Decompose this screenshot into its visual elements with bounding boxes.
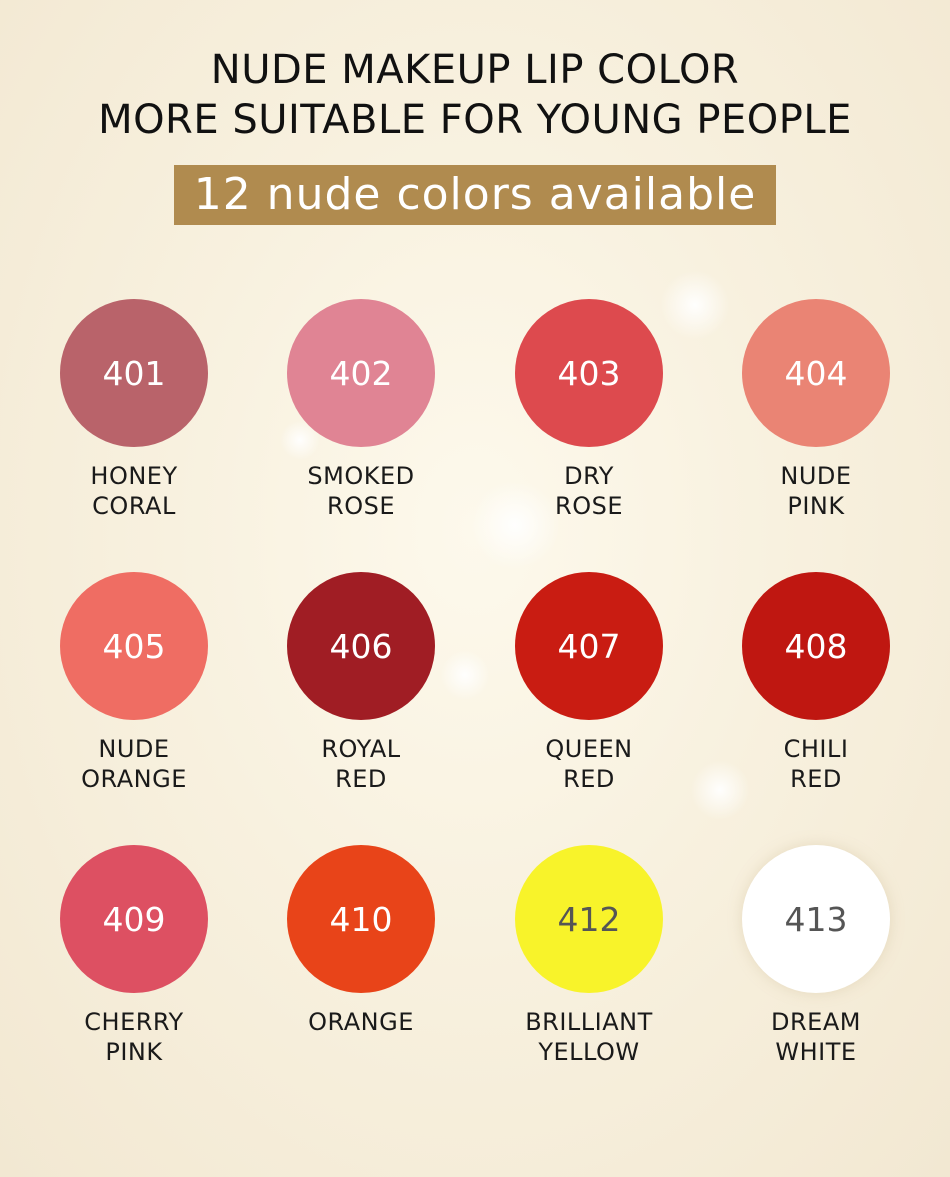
color-circle: 408 xyxy=(742,572,890,720)
color-circle: 407 xyxy=(515,572,663,720)
color-name-line-2: RED xyxy=(563,765,615,793)
color-name-line-2: ROSE xyxy=(555,492,623,520)
color-name: BRILLIANT YELLOW xyxy=(474,1007,704,1067)
color-circle: 403 xyxy=(515,299,663,447)
color-name: NUDE PINK xyxy=(701,461,931,521)
color-name-line-1: NUDE xyxy=(780,462,852,490)
color-name-line-1: DRY xyxy=(564,462,614,490)
color-name: SMOKED ROSE xyxy=(246,461,476,521)
headline-line-2: MORE SUITABLE FOR YOUNG PEOPLE xyxy=(98,97,852,143)
color-name-line-1: QUEEN xyxy=(545,735,633,763)
color-circle: 401 xyxy=(60,299,208,447)
color-name: ROYAL RED xyxy=(246,734,476,794)
color-name-line-1: ORANGE xyxy=(308,1008,414,1036)
color-circle: 412 xyxy=(515,845,663,993)
color-name-line-2: RED xyxy=(790,765,842,793)
color-name: DREAM WHITE xyxy=(701,1007,931,1067)
color-circle: 402 xyxy=(287,299,435,447)
color-name: CHILI RED xyxy=(701,734,931,794)
color-name-line-1: DREAM xyxy=(771,1008,861,1036)
color-name-line-1: HONEY xyxy=(90,462,178,490)
color-circle: 413 xyxy=(742,845,890,993)
colors-available-banner: 12 nude colors available xyxy=(174,165,776,225)
sparkle-decoration xyxy=(440,650,490,700)
color-name: DRY ROSE xyxy=(474,461,704,521)
color-circle: 404 xyxy=(742,299,890,447)
color-name: NUDE ORANGE xyxy=(19,734,249,794)
color-name-line-2: PINK xyxy=(787,492,845,520)
color-name-line-2: PINK xyxy=(105,1038,163,1066)
color-name-line-1: NUDE xyxy=(98,735,170,763)
color-circle: 406 xyxy=(287,572,435,720)
color-name: CHERRY PINK xyxy=(19,1007,249,1067)
color-name-line-2: ROSE xyxy=(327,492,395,520)
color-name-line-2: RED xyxy=(335,765,387,793)
color-name: HONEY CORAL xyxy=(19,461,249,521)
color-circle: 405 xyxy=(60,572,208,720)
color-name: QUEEN RED xyxy=(474,734,704,794)
color-name-line-2: CORAL xyxy=(92,492,176,520)
color-name-line-2: ORANGE xyxy=(81,765,187,793)
color-name-line-1: BRILLIANT xyxy=(525,1008,653,1036)
color-name-line-1: ROYAL xyxy=(321,735,401,763)
sparkle-decoration xyxy=(660,270,730,340)
color-name-line-1: CHERRY xyxy=(84,1008,184,1036)
color-name-line-1: CHILI xyxy=(783,735,849,763)
color-name-line-2: WHITE xyxy=(775,1038,857,1066)
color-name-line-1: SMOKED xyxy=(307,462,415,490)
color-circle: 410 xyxy=(287,845,435,993)
headline-line-1: NUDE MAKEUP LIP COLOR xyxy=(210,47,740,93)
color-name-line-2: YELLOW xyxy=(538,1038,640,1066)
color-name: ORANGE xyxy=(246,1007,476,1037)
color-circle: 409 xyxy=(60,845,208,993)
